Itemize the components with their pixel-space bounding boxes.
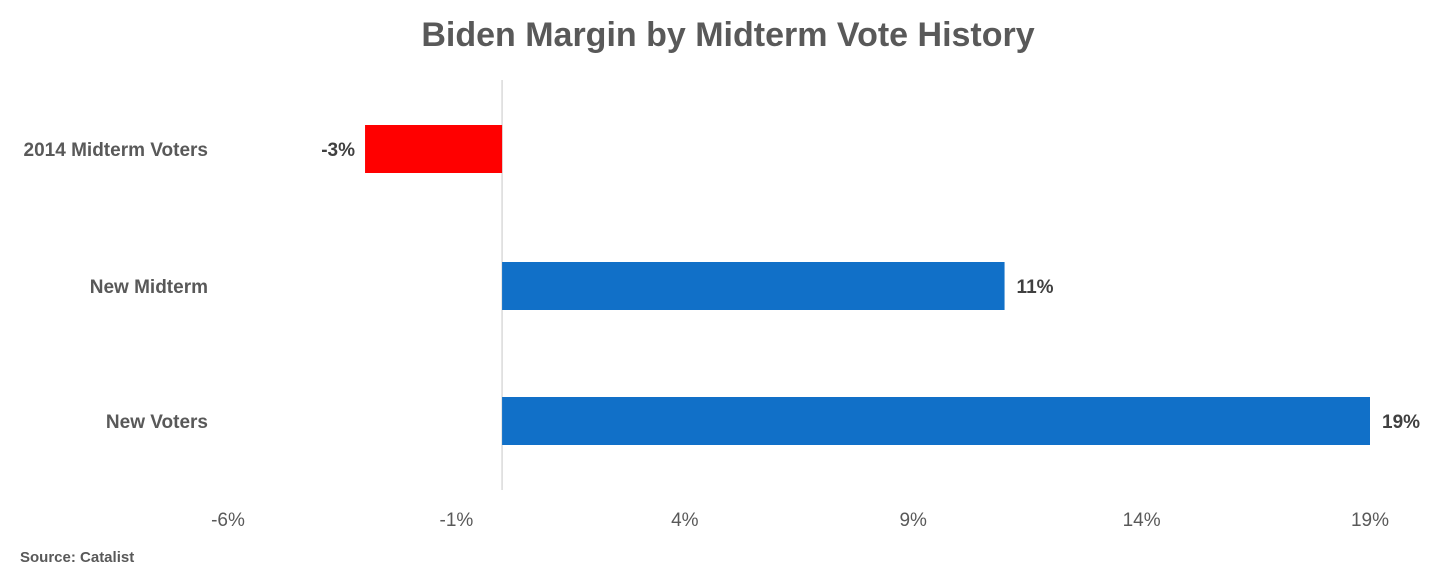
- data-label: -3%: [321, 140, 355, 161]
- bar: [365, 125, 503, 173]
- category-label: 2014 Midterm Voters: [24, 140, 208, 161]
- data-label: 19%: [1382, 412, 1420, 433]
- data-label: 11%: [1017, 277, 1054, 298]
- x-tick-label: -6%: [211, 510, 245, 531]
- source-note: Source: Catalist: [20, 549, 135, 566]
- x-tick-label: 9%: [899, 510, 927, 531]
- bar: [502, 262, 1005, 310]
- x-tick-label: 4%: [671, 510, 699, 531]
- x-tick-label: 14%: [1123, 510, 1161, 531]
- x-tick-label: 19%: [1351, 510, 1389, 531]
- x-tick-label: -1%: [440, 510, 474, 531]
- category-label: New Midterm: [90, 277, 208, 298]
- category-label: New Voters: [106, 412, 208, 433]
- bar: [502, 397, 1371, 445]
- chart-title: Biden Margin by Midterm Vote History: [421, 16, 1035, 54]
